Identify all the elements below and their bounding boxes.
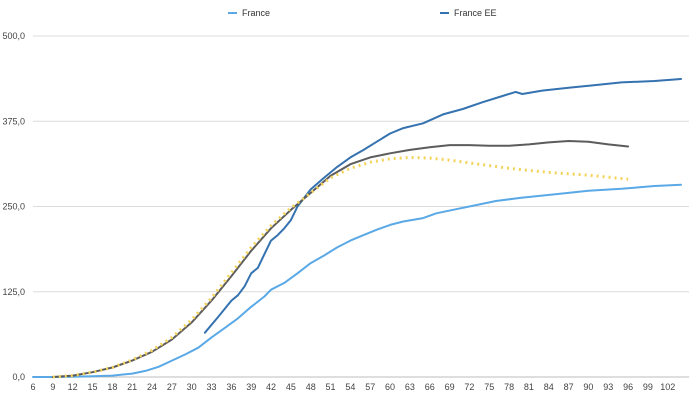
x-tick-label: 63	[405, 382, 415, 392]
y-tick-label: 500,0	[2, 31, 25, 41]
x-tick-label: 84	[544, 382, 554, 392]
x-tick-label: 102	[660, 382, 675, 392]
x-tick-label: 72	[464, 382, 474, 392]
x-tick-label: 15	[88, 382, 98, 392]
x-tick-label: 90	[583, 382, 593, 392]
x-tick-label: 6	[30, 382, 35, 392]
x-tick-label: 69	[445, 382, 455, 392]
x-tick-label: 9	[50, 382, 55, 392]
x-tick-label: 21	[127, 382, 137, 392]
x-tick-label: 93	[603, 382, 613, 392]
x-tick-label: 39	[246, 382, 256, 392]
y-tick-label: 125,0	[2, 287, 25, 297]
x-tick-label: 51	[326, 382, 336, 392]
x-tick-label: 57	[365, 382, 375, 392]
y-tick-label: 375,0	[2, 116, 25, 126]
x-tick-label: 33	[207, 382, 217, 392]
y-tick-label: 0,0	[12, 372, 25, 382]
x-tick-label: 54	[345, 382, 355, 392]
x-tick-label: 48	[306, 382, 316, 392]
x-tick-label: 78	[504, 382, 514, 392]
series-line	[51, 140, 630, 378]
x-tick-label: 99	[643, 382, 653, 392]
x-tick-label: 45	[286, 382, 296, 392]
x-tick-label: 81	[524, 382, 534, 392]
x-tick-label: 87	[564, 382, 574, 392]
series-line	[32, 183, 682, 378]
x-tick-label: 42	[266, 382, 276, 392]
legend-label: France	[242, 8, 270, 18]
x-tick-label: 24	[147, 382, 157, 392]
x-tick-label: 36	[226, 382, 236, 392]
series-line	[52, 155, 629, 379]
x-tick-label: 66	[425, 382, 435, 392]
x-tick-label: 75	[484, 382, 494, 392]
y-tick-label: 250,0	[2, 202, 25, 212]
x-tick-label: 96	[623, 382, 633, 392]
legend-label: France EE	[454, 8, 497, 18]
x-tick-label: 30	[187, 382, 197, 392]
series-line	[203, 78, 682, 334]
x-tick-label: 60	[385, 382, 395, 392]
x-tick-label: 12	[68, 382, 78, 392]
x-tick-label: 27	[167, 382, 177, 392]
x-tick-label: 18	[107, 382, 117, 392]
